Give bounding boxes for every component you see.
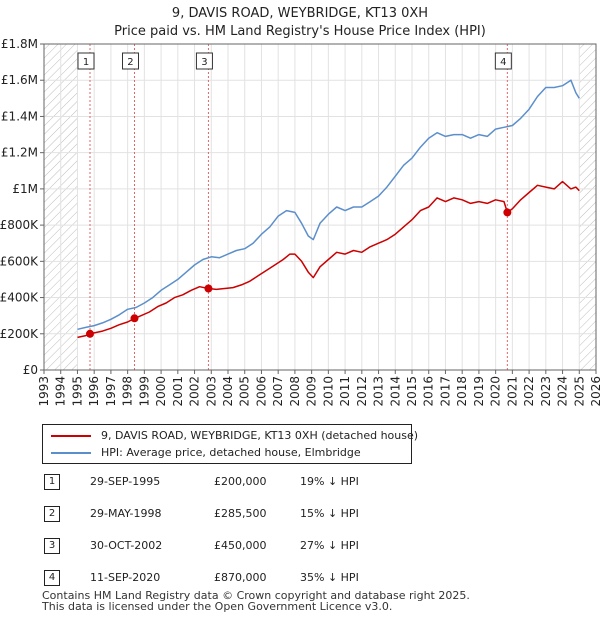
x-tick-label: 2015 bbox=[405, 376, 419, 407]
x-tick-label: 2016 bbox=[422, 376, 436, 407]
sale-number-badge: 1 bbox=[44, 474, 60, 490]
x-tick-label: 1993 bbox=[37, 376, 51, 407]
x-tick-label: 2002 bbox=[188, 376, 202, 407]
x-tick-label: 2025 bbox=[572, 376, 586, 407]
legend-hpi-line bbox=[51, 452, 91, 454]
sale-label-box bbox=[195, 52, 213, 70]
sale-price: £285,500 bbox=[214, 507, 267, 520]
legend: 9, DAVIS ROAD, WEYBRIDGE, KT13 0XH (deta… bbox=[42, 424, 418, 464]
sale-hpi-delta: 35% ↓ HPI bbox=[300, 571, 359, 584]
x-tick-label: 1995 bbox=[70, 376, 84, 407]
hpi-series-line bbox=[77, 79, 580, 331]
x-tick-label: 2021 bbox=[505, 376, 519, 407]
x-tick-label: 2005 bbox=[238, 376, 252, 407]
sale-label: 4 bbox=[500, 57, 506, 68]
x-tick-label: 2010 bbox=[321, 376, 335, 407]
y-tick-label: £1.4M bbox=[1, 109, 38, 123]
sale-price: £450,000 bbox=[214, 539, 267, 552]
sale-label-box bbox=[77, 52, 95, 70]
sale-number-badge: 2 bbox=[44, 506, 60, 522]
x-tick-label: 2017 bbox=[438, 376, 452, 407]
legend-hpi-label: HPI: Average price, detached house, Elmb… bbox=[101, 446, 361, 459]
sale-row: 2 29-MAY-1998 £285,500 15% ↓ HPI bbox=[42, 502, 462, 534]
sale-point bbox=[204, 284, 213, 293]
x-tick-label: 1999 bbox=[137, 376, 151, 407]
sale-hpi-delta: 19% ↓ HPI bbox=[300, 475, 359, 488]
sale-label: 2 bbox=[127, 57, 133, 68]
x-tick-label: 2000 bbox=[154, 376, 168, 407]
x-tick-label: 2019 bbox=[472, 376, 486, 407]
sale-row: 4 11-SEP-2020 £870,000 35% ↓ HPI bbox=[42, 566, 462, 598]
sale-label: 3 bbox=[201, 57, 207, 68]
sale-label-box bbox=[121, 52, 139, 70]
hatched-region bbox=[579, 44, 596, 370]
sale-row: 3 30-OCT-2002 £450,000 27% ↓ HPI bbox=[42, 534, 462, 566]
y-tick-label: £1.2M bbox=[1, 146, 38, 160]
y-tick-label: £1.8M bbox=[1, 37, 38, 51]
sale-number-badge: 3 bbox=[44, 538, 60, 554]
x-tick-label: 2009 bbox=[305, 376, 319, 407]
sales-table: 1 29-SEP-1995 £200,000 19% ↓ HPI 2 29-MA… bbox=[42, 470, 462, 598]
sale-hpi-delta: 27% ↓ HPI bbox=[300, 539, 359, 552]
x-tick-label: 2011 bbox=[338, 376, 352, 407]
plot-frame bbox=[43, 43, 597, 371]
x-tick-label: 2006 bbox=[254, 376, 268, 407]
x-tick-label: 1998 bbox=[121, 376, 135, 407]
x-tick-label: 2008 bbox=[288, 376, 302, 407]
y-tick-label: £600K bbox=[0, 254, 39, 268]
sale-date: 29-SEP-1995 bbox=[90, 475, 161, 488]
x-tick-label: 2012 bbox=[355, 376, 369, 407]
sale-price: £200,000 bbox=[214, 475, 267, 488]
y-tick-label: £800K bbox=[0, 218, 39, 232]
sale-label: 1 bbox=[83, 57, 89, 68]
x-tick-label: 1994 bbox=[54, 376, 68, 407]
x-tick-label: 2013 bbox=[372, 376, 386, 407]
x-tick-label: 1996 bbox=[87, 376, 101, 407]
x-tick-label: 2007 bbox=[271, 376, 285, 407]
sale-date: 30-OCT-2002 bbox=[90, 539, 163, 552]
y-tick-label: £1M bbox=[12, 182, 38, 196]
x-tick-label: 2023 bbox=[539, 376, 553, 407]
y-tick-label: £1.6M bbox=[1, 73, 38, 87]
x-tick-label: 2018 bbox=[455, 376, 469, 407]
footer-line-2: This data is licensed under the Open Gov… bbox=[42, 600, 393, 613]
sale-number-badge: 4 bbox=[44, 570, 60, 586]
legend-property-line bbox=[51, 435, 91, 437]
chart-subtitle: Price paid vs. HM Land Registry's House … bbox=[114, 24, 486, 39]
footer-attribution: Contains HM Land Registry data © Crown c… bbox=[42, 590, 470, 612]
sale-label-box bbox=[494, 52, 512, 70]
y-tick-label: £400K bbox=[0, 291, 39, 305]
sale-date: 29-MAY-1998 bbox=[90, 507, 162, 520]
sale-point bbox=[503, 208, 512, 217]
x-tick-label: 2020 bbox=[489, 376, 503, 407]
sale-date: 11-SEP-2020 bbox=[90, 571, 161, 584]
property-series-line bbox=[77, 180, 580, 339]
y-tick-label: £200K bbox=[0, 327, 39, 341]
legend-property-label: 9, DAVIS ROAD, WEYBRIDGE, KT13 0XH (deta… bbox=[101, 429, 419, 442]
footer-line-1: Contains HM Land Registry data © Crown c… bbox=[42, 589, 470, 602]
x-tick-label: 2014 bbox=[388, 376, 402, 407]
x-tick-label: 2003 bbox=[204, 376, 218, 407]
x-tick-label: 2004 bbox=[221, 376, 235, 407]
y-tick-label: £0 bbox=[23, 363, 38, 377]
x-tick-label: 2026 bbox=[589, 376, 600, 407]
sale-point bbox=[86, 329, 94, 338]
price-chart: 1 2 3 4 £0 £200K £400K £600K £800K £1M £1.2M £1.4M £… bbox=[0, 37, 600, 407]
x-tick-label: 1997 bbox=[104, 376, 118, 407]
sale-hpi-delta: 15% ↓ HPI bbox=[300, 507, 359, 520]
sale-point bbox=[130, 314, 139, 323]
x-tick-label: 2024 bbox=[556, 376, 570, 407]
sale-price: £870,000 bbox=[214, 571, 267, 584]
chart-title: 9, DAVIS ROAD, WEYBRIDGE, KT13 0XH bbox=[171, 6, 429, 21]
x-tick-label: 2001 bbox=[171, 376, 185, 407]
sale-row: 1 29-SEP-1995 £200,000 19% ↓ HPI bbox=[42, 470, 462, 502]
x-tick-label: 2022 bbox=[522, 376, 536, 407]
